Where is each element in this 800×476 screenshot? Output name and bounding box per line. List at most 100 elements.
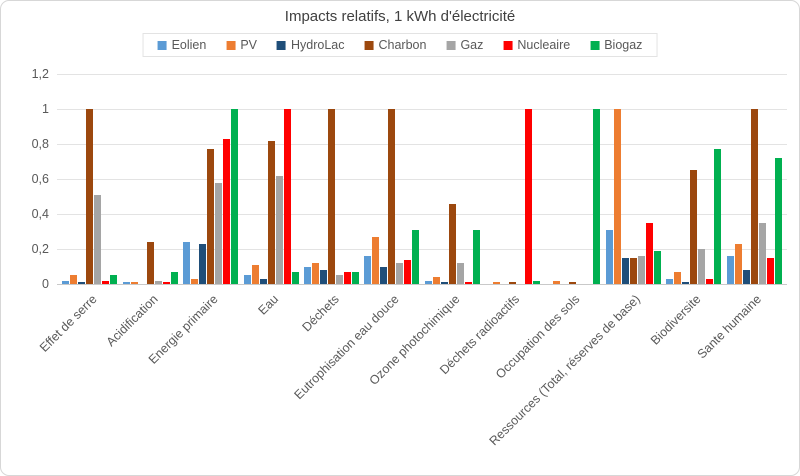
bar-hydrolac-ozone-photochimique: [440, 282, 448, 284]
bar-group-occupation-des-sols: Occupation des sols: [493, 74, 601, 381]
bar-nucleaire-d-chets: [343, 271, 351, 284]
legend-label: Eolien: [171, 38, 207, 52]
bar-pv-acidification: [130, 282, 138, 284]
legend-item-biogaz: Biogaz: [590, 38, 642, 52]
bar-hydrolac-energie-primaire: [199, 243, 207, 284]
bar-group-biodiversite: Biodiversite: [648, 74, 722, 348]
bar-charbon-sante-humaine: [750, 109, 758, 284]
bar-gaz-effet-de-serre: [94, 194, 102, 284]
x-axis-line: [57, 284, 787, 285]
bar-group-d-chets: Déchets: [299, 74, 359, 334]
bar-biogaz-ozone-photochimique: [472, 229, 480, 284]
legend-swatch-icon: [446, 40, 456, 50]
gridline: [57, 74, 787, 75]
legend-label: Nucleaire: [517, 38, 571, 52]
bar-eolien-biodiversite: [666, 278, 674, 284]
bar-gaz-ozone-photochimique: [456, 263, 464, 284]
bar-charbon-effet-de-serre: [86, 109, 94, 284]
bar-pv-d-chets: [311, 263, 319, 284]
bar-hydrolac-sante-humaine: [742, 270, 750, 284]
bar-eolien-ozone-photochimique: [424, 280, 432, 284]
bar-charbon-eau: [267, 140, 275, 284]
x-axis-label-d-chets: Déchets: [298, 292, 342, 335]
bar-biogaz-acidification: [170, 271, 178, 284]
legend-swatch-icon: [590, 40, 600, 50]
bar-eolien-effet-de-serre: [62, 280, 70, 284]
bar-eolien-sante-humaine: [726, 256, 734, 284]
bar-nucleaire-eau: [283, 109, 291, 284]
y-axis-tick-label: 1: [42, 101, 49, 116]
gridline: [57, 249, 787, 250]
legend-item-hydrolac: HydroLac: [277, 38, 345, 52]
y-axis-tick-label: 0,6: [31, 172, 49, 186]
bar-pv-eutrophisation-eau-douce: [372, 236, 380, 284]
legend-swatch-icon: [226, 40, 236, 50]
legend-label: HydroLac: [291, 38, 345, 52]
bar-group-d-chets-radioactifs: Déchets radioactifs: [437, 74, 540, 377]
x-axis-label-eutrophisation-eau-douce: Eutrophisation eau douce: [291, 292, 402, 403]
bar-eolien-eutrophisation-eau-douce: [364, 256, 372, 284]
bar-group-acidification: Acidification: [103, 74, 178, 349]
bar-gaz-sante-humaine: [758, 222, 766, 284]
x-axis-label-acidification: Acidification: [103, 292, 161, 350]
bar-nucleaire-acidification: [162, 282, 170, 284]
y-axis-tick-label: 1,2: [31, 67, 49, 81]
legend-item-charbon: Charbon: [364, 38, 427, 52]
bar-nucleaire-d-chets-radioactifs: [525, 109, 532, 284]
bar-charbon-occupation-des-sols: [569, 282, 577, 284]
legend-item-pv: PV: [226, 38, 257, 52]
bar-gaz-d-chets: [335, 275, 343, 284]
legend-label: Gaz: [460, 38, 484, 52]
bar-charbon-eutrophisation-eau-douce: [388, 109, 396, 284]
bar-hydrolac-eutrophisation-eau-douce: [380, 266, 388, 284]
bar-gaz-ressources-total-r-serves-de-base: [637, 256, 645, 284]
x-axis-label-eau: Eau: [255, 292, 281, 318]
legend-label: PV: [240, 38, 257, 52]
y-axis-tick-label: 0,8: [31, 136, 49, 151]
legend: Eolien PV HydroLac Charbon Gaz Nucleaire Bioga…: [142, 33, 658, 57]
bar-eolien-eau: [243, 275, 251, 284]
bar-biogaz-effet-de-serre: [110, 275, 118, 284]
legend-item-nucleaire: Nucleaire: [503, 38, 570, 52]
chart-title: Impacts relatifs, 1 kWh d'électricité: [284, 8, 516, 25]
legend-item-gaz: Gaz: [446, 38, 483, 52]
bar-gaz-energie-primaire: [215, 182, 223, 284]
x-axis-label-effet-de-serre: Effet de serre: [36, 292, 100, 355]
bar-charbon-energie-primaire: [207, 149, 215, 284]
gridline: [57, 179, 787, 180]
legend-item-eolien: Eolien: [157, 38, 207, 52]
plot-area: Effet de serre Acidification Energie prima…: [37, 74, 787, 448]
bar-group-effet-de-serre: Effet de serre: [37, 74, 118, 355]
bar-gaz-biodiversite: [698, 249, 706, 284]
bar-groups: Effet de serre Acidification Energie prima…: [37, 74, 787, 448]
y-axis-tick-label: 0: [42, 277, 49, 291]
bar-group-sante-humaine: Sante humaine: [695, 74, 782, 361]
bar-gaz-eutrophisation-eau-douce: [396, 263, 404, 284]
bar-eolien-energie-primaire: [183, 242, 191, 284]
bar-charbon-ozone-photochimique: [448, 203, 456, 284]
bar-nucleaire-ressources-total-r-serves-de-base: [645, 222, 653, 284]
bar-nucleaire-energie-primaire: [223, 138, 231, 284]
bar-group-eau: Eau: [243, 74, 299, 318]
legend-swatch-icon: [503, 40, 513, 50]
bar-biogaz-energie-primaire: [231, 109, 239, 284]
bar-group-eutrophisation-eau-douce: Eutrophisation eau douce: [291, 74, 420, 402]
bar-group-energie-primaire: Energie primaire: [146, 74, 239, 367]
bar-charbon-d-chets-radioactifs: [509, 282, 516, 284]
bar-biogaz-d-chets: [351, 271, 359, 284]
bar-eolien-d-chets: [303, 266, 311, 284]
legend-swatch-icon: [157, 40, 167, 50]
y-axis: 1,2 1 0,8 0,6 0,4 0,2 0: [11, 67, 49, 291]
bar-biogaz-occupation-des-sols: [593, 109, 601, 284]
bar-eolien-acidification: [122, 282, 130, 284]
bar-biogaz-sante-humaine: [774, 158, 782, 284]
bar-biogaz-ressources-total-r-serves-de-base: [653, 250, 661, 284]
legend-label: Charbon: [378, 38, 427, 52]
bar-nucleaire-biodiversite: [706, 278, 714, 284]
bar-hydrolac-d-chets: [319, 270, 327, 284]
bar-hydrolac-effet-de-serre: [78, 282, 86, 284]
legend-swatch-icon: [364, 40, 374, 50]
gridline: [57, 108, 787, 110]
bar-nucleaire-sante-humaine: [766, 257, 774, 284]
